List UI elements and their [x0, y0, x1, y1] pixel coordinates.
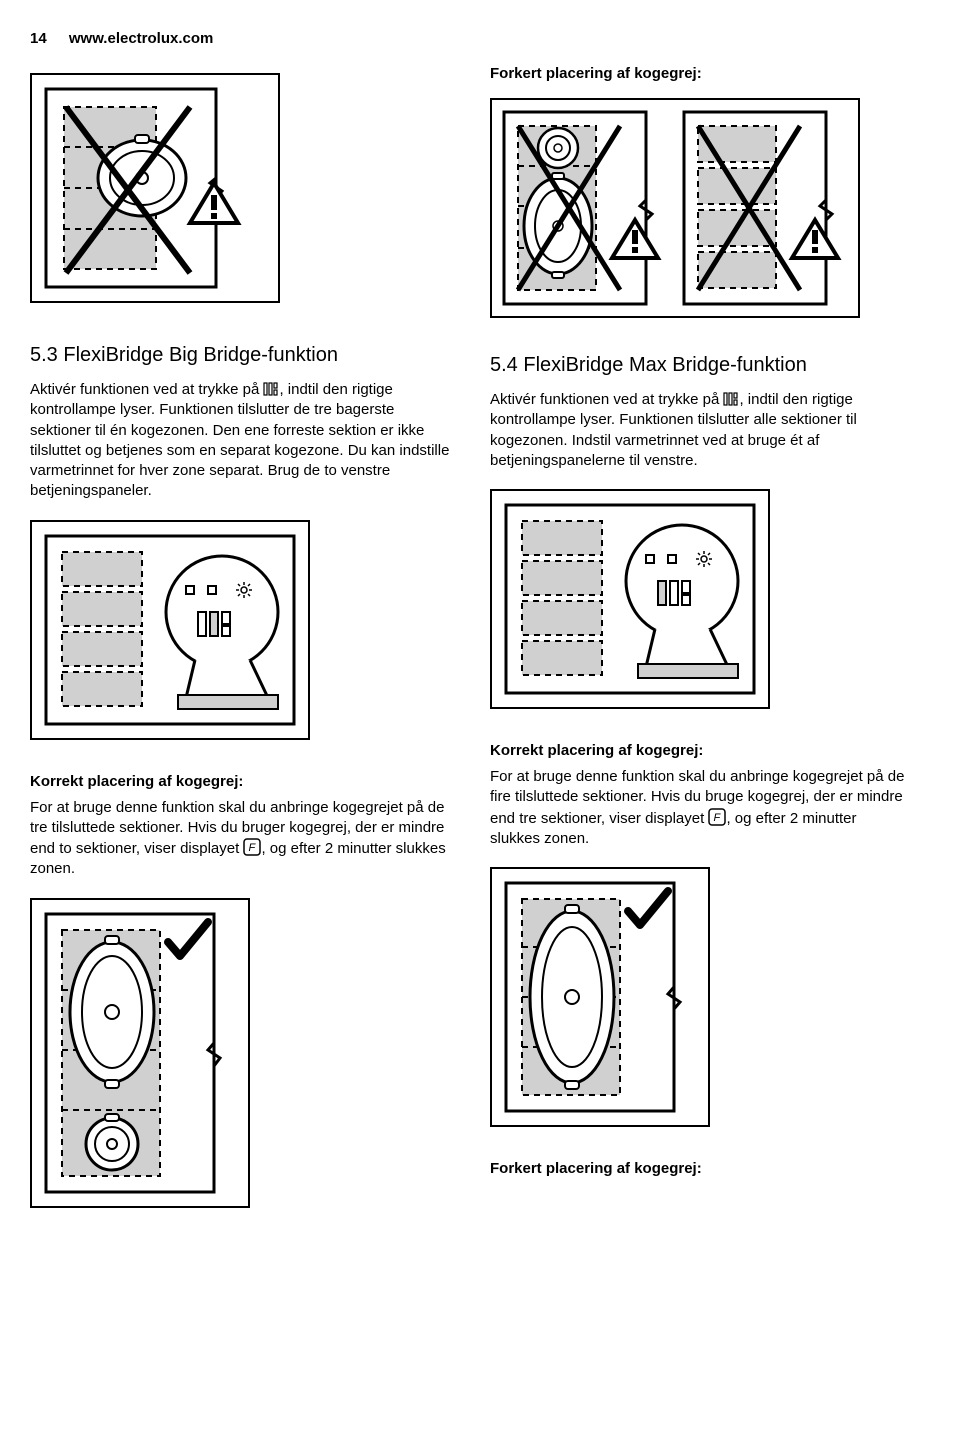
correct-body-right: For at bruge denne funktion skal du anbr…: [490, 767, 910, 849]
sec54-text-a: Aktivér funktionen ved at trykke på: [490, 391, 723, 408]
fig-panel-callout-left: [30, 520, 310, 740]
page-header: 14 www.electrolux.com: [30, 30, 910, 47]
page-number: 14: [30, 30, 47, 47]
fig-wrong-single: [30, 73, 280, 303]
wrong-heading-top: Forkert placering af kogegrej:: [490, 65, 910, 82]
fig-wrong-pair: [490, 98, 860, 318]
svg-text:F: F: [714, 812, 722, 824]
bridge-icon: [263, 381, 279, 397]
left-column: 5.3 FlexiBridge Big Bridge-funktion Akti…: [30, 65, 450, 1227]
section-5-4-title: 5.4 FlexiBridge Max Bridge-funktion: [490, 352, 910, 378]
sec53-text-b: , indtil den rigtige kontrollampe lyser.…: [30, 381, 449, 499]
correct-heading-left: Korrekt placering af kogegrej:: [30, 773, 450, 790]
section-5-3-body: Aktivér funktionen ved at trykke på , in…: [30, 380, 450, 502]
section-5-3-title: 5.3 FlexiBridge Big Bridge-funktion: [30, 342, 450, 368]
section-5-4-body: Aktivér funktionen ved at trykke på , in…: [490, 390, 910, 471]
fig-correct-right: [490, 867, 710, 1127]
site-url: www.electrolux.com: [69, 30, 214, 47]
svg-text:F: F: [249, 842, 257, 854]
f-key-icon: F: [708, 808, 726, 826]
wrong-heading-bottom: Forkert placering af kogegrej:: [490, 1160, 910, 1177]
f-key-icon: F: [243, 838, 261, 856]
right-column: Forkert placering af kogegrej:: [490, 65, 910, 1227]
fig-correct-left: [30, 898, 250, 1208]
correct-body-left: For at bruge denne funktion skal du anbr…: [30, 798, 450, 880]
correct-heading-right: Korrekt placering af kogegrej:: [490, 742, 910, 759]
bridge-icon: [723, 391, 739, 407]
fig-panel-callout-right: [490, 489, 770, 709]
sec53-text-a: Aktivér funktionen ved at trykke på: [30, 381, 263, 398]
